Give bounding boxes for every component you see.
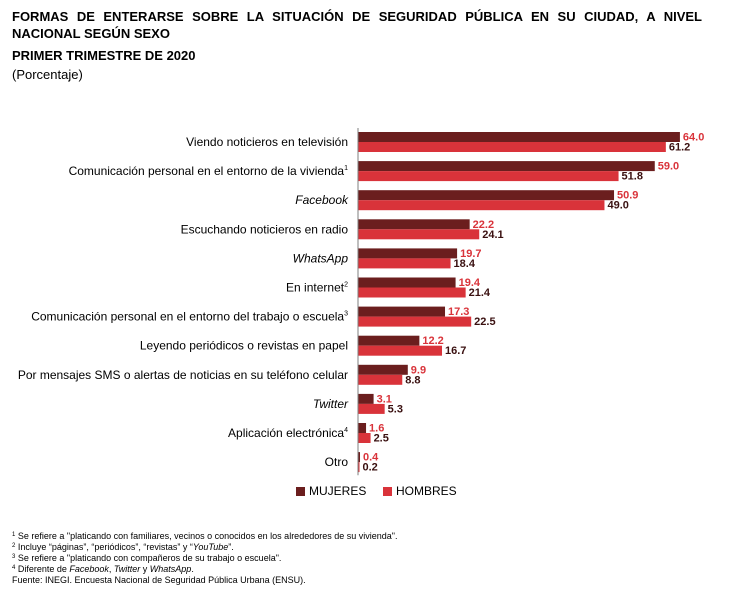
footnote-2: 2 Incluye “páginas”, “periódicos”, “revi… — [12, 542, 234, 552]
category-label: Viendo noticieros en televisión — [186, 135, 348, 149]
footnote-4: 4 Diferente de Facebook, Twitter y Whats… — [12, 564, 194, 574]
category-label: Twitter — [313, 397, 349, 411]
bar-mujeres — [358, 132, 680, 142]
category-label: Por mensajes SMS o alertas de noticias e… — [18, 368, 348, 382]
legend-swatch-mujeres — [296, 486, 305, 496]
legend-label-mujeres: MUJERES — [309, 484, 367, 498]
source-note: Fuente: INEGI. Encuesta Nacional de Segu… — [12, 575, 306, 585]
data-label-mujeres: 19.4 — [459, 277, 481, 289]
bar-hombres — [358, 287, 466, 298]
bar-hombres — [358, 403, 385, 414]
chart-title-line-2: NACIONAL SEGÚN SEXO — [12, 26, 170, 41]
bar-mujeres — [358, 423, 367, 433]
bar-mujeres — [358, 219, 470, 230]
category-label-sup: 4 — [344, 427, 348, 434]
data-label-mujeres: 19.7 — [460, 248, 481, 260]
bar-hombres — [358, 200, 605, 211]
bar-mujeres — [358, 277, 456, 288]
bar-mujeres — [358, 393, 374, 404]
data-label-mujeres: 0.4 — [363, 452, 379, 464]
bar-chart: Viendo noticieros en televisión 64.061.2 C… — [18, 128, 704, 476]
category-label: En internet2 — [286, 281, 348, 295]
bar-hombres — [358, 345, 443, 356]
bar-mujeres — [358, 248, 458, 259]
legend-label-hombres: HOMBRES — [396, 484, 457, 498]
category-label-sup: 2 — [344, 282, 348, 289]
category-label: Comunicación personal en el entorno de l… — [69, 164, 349, 178]
category-label-sup: 3 — [344, 311, 348, 318]
data-label-hombres: 18.4 — [454, 258, 476, 270]
bar-mujeres — [358, 306, 446, 317]
bar-hombres — [358, 374, 403, 385]
data-label-hombres: 21.4 — [469, 287, 491, 299]
data-label-mujeres: 1.6 — [369, 423, 384, 435]
bar-hombres — [358, 316, 472, 327]
data-label-mujeres: 50.9 — [617, 190, 638, 202]
bar-hombres — [358, 229, 480, 240]
data-label-hombres: 61.2 — [669, 142, 690, 154]
data-label-hombres: 8.8 — [405, 374, 420, 386]
data-label-hombres: 22.5 — [474, 316, 495, 328]
category-label: Otro — [325, 455, 349, 469]
data-label-hombres: 0.2 — [363, 462, 378, 474]
data-label-mujeres: 22.2 — [473, 219, 494, 231]
bar-mujeres — [358, 190, 615, 201]
category-label: WhatsApp — [293, 251, 349, 265]
data-label-mujeres: 59.0 — [658, 161, 679, 173]
legend-mujeres: MUJERES — [296, 484, 366, 498]
bar-hombres — [358, 142, 666, 152]
legend-hombres: HOMBRES — [383, 484, 457, 498]
chart-unit: (Porcentaje) — [12, 67, 83, 82]
bar-hombres — [358, 433, 371, 443]
data-label-mujeres: 17.3 — [448, 306, 469, 318]
data-label-mujeres: 3.1 — [377, 393, 392, 405]
category-label: Escuchando noticieros en radio — [181, 222, 349, 236]
bar-hombres — [358, 258, 451, 269]
category-label: Leyendo periódicos o revistas en papel — [140, 339, 348, 353]
footnote-1: 1 Se refiere a "platicando con familiare… — [12, 531, 398, 541]
data-label-hombres: 24.1 — [482, 229, 503, 241]
chart-title-line-1: FORMAS DE ENTERARSE SOBRE LA SITUACIÓN D… — [12, 9, 702, 24]
data-label-hombres: 5.3 — [388, 403, 403, 415]
bar-hombres — [358, 171, 619, 182]
data-label-hombres: 49.0 — [607, 200, 628, 212]
data-label-hombres: 51.8 — [622, 171, 643, 183]
legend-swatch-hombres — [383, 486, 392, 496]
chart-subtitle: PRIMER TRIMESTRE DE 2020 — [12, 48, 196, 63]
bar-hombres — [358, 462, 360, 473]
data-label-mujeres: 9.9 — [411, 364, 426, 376]
bar-mujeres — [358, 161, 655, 172]
category-label: Aplicación electrónica4 — [228, 426, 348, 440]
data-label-mujeres: 64.0 — [683, 132, 704, 144]
bar-mujeres — [358, 452, 361, 463]
data-label-hombres: 16.7 — [445, 345, 466, 357]
data-label-mujeres: 12.2 — [422, 335, 443, 347]
data-label-hombres: 2.5 — [374, 433, 389, 445]
footnote-3: 3 Se refiere a "platicando con compañero… — [12, 553, 282, 563]
category-label: Comunicación personal en el entorno del … — [31, 310, 348, 324]
category-label-sup: 1 — [344, 165, 348, 172]
bar-mujeres — [358, 364, 408, 375]
bar-mujeres — [358, 335, 420, 346]
category-label: Facebook — [295, 193, 349, 207]
